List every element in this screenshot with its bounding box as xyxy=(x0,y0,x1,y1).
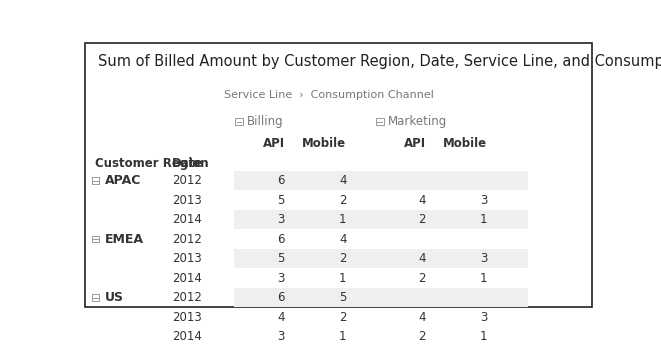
FancyBboxPatch shape xyxy=(234,288,528,307)
Text: EMEA: EMEA xyxy=(104,232,143,246)
Text: 4: 4 xyxy=(418,194,426,206)
Text: 6: 6 xyxy=(278,174,285,187)
FancyBboxPatch shape xyxy=(234,210,528,229)
FancyBboxPatch shape xyxy=(235,118,243,125)
Text: 2014: 2014 xyxy=(173,213,202,226)
Text: 4: 4 xyxy=(339,232,346,246)
Text: APAC: APAC xyxy=(104,174,141,187)
Text: 2: 2 xyxy=(339,194,346,206)
Text: 2013: 2013 xyxy=(173,252,202,265)
Text: 3: 3 xyxy=(278,330,285,343)
FancyBboxPatch shape xyxy=(92,236,99,242)
Text: 1: 1 xyxy=(480,272,487,285)
Text: 2012: 2012 xyxy=(173,174,202,187)
Text: 3: 3 xyxy=(480,252,487,265)
FancyBboxPatch shape xyxy=(234,327,528,346)
Text: 4: 4 xyxy=(339,174,346,187)
FancyBboxPatch shape xyxy=(234,249,528,268)
Text: 6: 6 xyxy=(278,291,285,304)
Text: 1: 1 xyxy=(339,330,346,343)
FancyBboxPatch shape xyxy=(234,171,528,191)
FancyBboxPatch shape xyxy=(375,118,384,125)
Text: 2014: 2014 xyxy=(173,272,202,285)
Text: Billing: Billing xyxy=(247,115,284,128)
Text: API: API xyxy=(404,137,426,150)
Text: 2: 2 xyxy=(339,311,346,324)
Text: 2014: 2014 xyxy=(173,330,202,343)
Text: 3: 3 xyxy=(480,311,487,324)
Text: 2: 2 xyxy=(339,252,346,265)
FancyBboxPatch shape xyxy=(92,177,99,184)
Text: 3: 3 xyxy=(278,213,285,226)
FancyBboxPatch shape xyxy=(85,43,592,307)
Text: Mobile: Mobile xyxy=(302,137,346,150)
Text: 2: 2 xyxy=(418,330,426,343)
Text: 5: 5 xyxy=(278,252,285,265)
Text: 2012: 2012 xyxy=(173,232,202,246)
Text: Date: Date xyxy=(173,157,204,170)
Text: API: API xyxy=(263,137,285,150)
Text: 2012: 2012 xyxy=(173,291,202,304)
Text: Service Line  ›  Consumption Channel: Service Line › Consumption Channel xyxy=(223,90,434,100)
Text: 2: 2 xyxy=(418,272,426,285)
Text: 4: 4 xyxy=(418,252,426,265)
Text: 3: 3 xyxy=(278,272,285,285)
Text: Mobile: Mobile xyxy=(443,137,487,150)
Text: 2013: 2013 xyxy=(173,311,202,324)
Text: 1: 1 xyxy=(339,213,346,226)
Text: US: US xyxy=(104,291,124,304)
Text: 2013: 2013 xyxy=(173,194,202,206)
Text: 5: 5 xyxy=(278,194,285,206)
Text: Customer Region: Customer Region xyxy=(95,157,209,170)
FancyBboxPatch shape xyxy=(92,294,99,301)
Text: 5: 5 xyxy=(339,291,346,304)
Text: 4: 4 xyxy=(418,311,426,324)
Text: 3: 3 xyxy=(480,194,487,206)
Text: 6: 6 xyxy=(278,232,285,246)
Text: 1: 1 xyxy=(480,330,487,343)
Text: 4: 4 xyxy=(278,311,285,324)
Text: 1: 1 xyxy=(480,213,487,226)
Text: 1: 1 xyxy=(339,272,346,285)
Text: Sum of Billed Amount by Customer Region, Date, Service Line, and Consumption Cha: Sum of Billed Amount by Customer Region,… xyxy=(98,54,661,69)
Text: 2: 2 xyxy=(418,213,426,226)
Text: Marketing: Marketing xyxy=(388,115,447,128)
